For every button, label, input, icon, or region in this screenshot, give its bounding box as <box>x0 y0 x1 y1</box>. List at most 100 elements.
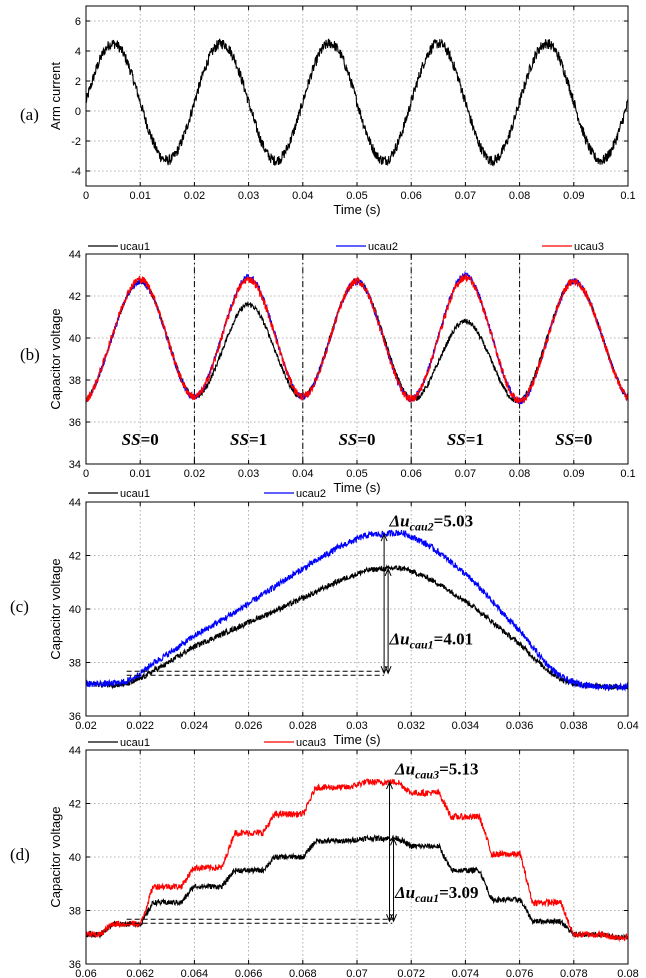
y-tick-label: 36 <box>69 417 81 429</box>
arrow-head <box>390 837 397 846</box>
x-tick-label: 0.064 <box>181 968 209 978</box>
x-tick-label: 0.026 <box>235 720 263 732</box>
x-tick-label: 0.07 <box>455 190 476 202</box>
y-tick-label: -4 <box>71 166 81 178</box>
panel-label: (d) <box>10 845 30 864</box>
x-tick-label: 0.076 <box>506 968 534 978</box>
x-tick-label: 0.1 <box>620 468 635 480</box>
x-tick-label: 0.03 <box>238 468 259 480</box>
x-tick-label: 0 <box>83 190 89 202</box>
annotation: Δucau3=5.13 <box>394 760 479 782</box>
x-tick-label: 0.024 <box>181 720 209 732</box>
x-tick-label: 0.062 <box>126 968 154 978</box>
legend-label-ucau2: ucau2 <box>296 488 326 500</box>
legend-label-ucau2: ucau2 <box>368 241 398 253</box>
x-tick-label: 0.06 <box>400 190 421 202</box>
x-tick-label: 0.074 <box>452 968 480 978</box>
y-tick-label: -2 <box>71 136 81 148</box>
annotation: SS=0 <box>122 430 159 449</box>
y-tick-label: 40 <box>69 604 81 616</box>
x-tick-label: 0.02 <box>184 468 205 480</box>
x-tick-label: 0 <box>83 468 89 480</box>
x-tick-label: 0.028 <box>289 720 317 732</box>
annotation: SS=0 <box>555 430 592 449</box>
arrow-head <box>380 532 388 542</box>
x-tick-label: 0.072 <box>397 968 425 978</box>
x-tick-label: 0.034 <box>452 720 480 732</box>
y-tick-label: 44 <box>69 249 81 261</box>
x-tick-label: 0.08 <box>617 968 638 978</box>
x-axis-label: Time (s) <box>333 732 380 747</box>
x-tick-label: 0.03 <box>346 720 367 732</box>
arrow-head <box>384 567 392 577</box>
y-tick-label: 42 <box>69 551 81 563</box>
series-line-ucau2 <box>85 529 629 692</box>
panel-b: 0 0.01 0.02 0.03 0.04 0.05 0.06 0.07 0.08 0.09 0.1… <box>20 241 636 495</box>
x-tick-label: 0.06 <box>75 968 96 978</box>
legend-label-ucau3: ucau3 <box>296 737 326 749</box>
x-tick-label: 0.068 <box>289 968 317 978</box>
legend-label-ucau3: ucau3 <box>574 241 604 253</box>
y-tick-label: 38 <box>69 906 81 918</box>
x-tick-label: 0.08 <box>509 468 530 480</box>
x-tick-label: 0.01 <box>129 190 150 202</box>
x-tick-label: 0.06 <box>400 468 421 480</box>
x-tick-label: 0.09 <box>563 190 584 202</box>
annotation: Δucau1=4.01 <box>389 629 474 651</box>
x-tick-label: 0.05 <box>346 468 367 480</box>
y-tick-label: 38 <box>69 375 81 387</box>
y-axis-label: Arm current <box>48 62 63 130</box>
y-tick-label: 40 <box>69 852 81 864</box>
x-tick-label: 0.04 <box>292 190 313 202</box>
y-axis-label: Capacitor voltage <box>48 806 63 907</box>
x-tick-label: 0.01 <box>129 468 150 480</box>
legend-label-ucau1: ucau1 <box>120 488 150 500</box>
y-tick-label: 34 <box>69 459 81 471</box>
x-tick-label: 0.09 <box>563 468 584 480</box>
y-tick-label: 0 <box>75 106 81 118</box>
x-tick-label: 0.07 <box>455 468 476 480</box>
y-tick-label: 38 <box>69 658 81 670</box>
legend-label-ucau1: ucau1 <box>120 241 150 253</box>
y-tick-label: 2 <box>75 76 81 88</box>
y-tick-label: 42 <box>69 799 81 811</box>
x-tick-label: 0.036 <box>506 720 534 732</box>
arrow-head <box>384 666 392 675</box>
panel-label: (a) <box>20 105 39 124</box>
y-tick-label: 6 <box>75 16 81 28</box>
y-axis-label: Capacitor voltage <box>48 308 63 409</box>
x-tick-label: 0.04 <box>292 468 313 480</box>
panel-label: (b) <box>20 345 40 364</box>
annotation: SS=1 <box>230 430 267 449</box>
y-tick-label: 4 <box>75 46 81 58</box>
x-tick-label: 0.1 <box>620 190 635 202</box>
x-tick-label: 0.08 <box>509 190 530 202</box>
y-tick-label: 42 <box>69 291 81 303</box>
x-tick-label: 0.02 <box>75 720 96 732</box>
annotation: SS=0 <box>338 430 375 449</box>
series-line-ucau3 <box>85 273 629 404</box>
y-tick-label: 36 <box>69 959 81 971</box>
x-tick-label: 0.05 <box>346 190 367 202</box>
x-tick-label: 0.07 <box>346 968 367 978</box>
annotation: Δucau1=3.09 <box>394 883 479 905</box>
x-tick-label: 0.078 <box>560 968 588 978</box>
panel-d: 0.06 0.062 0.064 0.066 0.068 0.07 0.072 0.074 0.… <box>10 737 639 978</box>
y-tick-label: 40 <box>69 333 81 345</box>
panel-label: (c) <box>10 597 29 616</box>
series-line-ucau1 <box>85 564 629 690</box>
x-tick-label: 0.032 <box>397 720 425 732</box>
annotation: SS=1 <box>447 430 484 449</box>
arrow-head <box>386 780 393 790</box>
y-tick-label: 36 <box>69 711 81 723</box>
x-tick-label: 0.04 <box>617 720 638 732</box>
x-axis-label: Time (s) <box>333 480 380 495</box>
series-line-ucau3 <box>85 778 629 943</box>
x-tick-label: 0.066 <box>235 968 263 978</box>
y-tick-label: 44 <box>69 745 81 757</box>
arrow-head <box>390 914 397 923</box>
x-tick-label: 0.038 <box>560 720 588 732</box>
y-axis-label: Capacitor voltage <box>48 558 63 659</box>
annotation: Δucau2=5.03 <box>389 512 474 534</box>
